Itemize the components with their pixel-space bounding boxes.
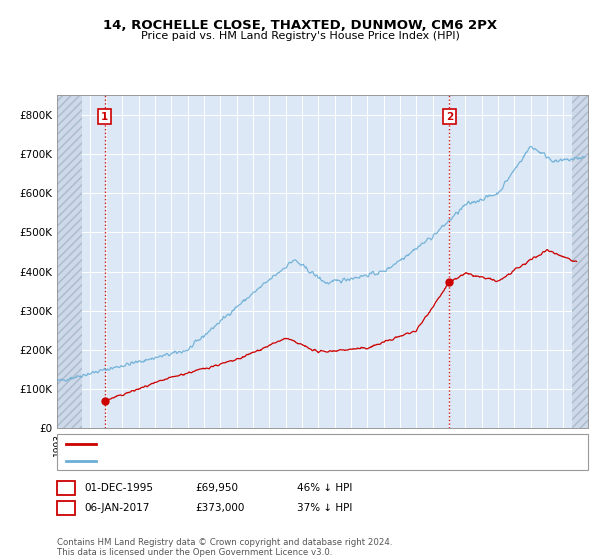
Text: 37% ↓ HPI: 37% ↓ HPI: [297, 503, 352, 513]
Text: Contains HM Land Registry data © Crown copyright and database right 2024.
This d: Contains HM Land Registry data © Crown c…: [57, 538, 392, 557]
Text: HPI: Average price, detached house, Uttlesford: HPI: Average price, detached house, Uttl…: [102, 456, 331, 466]
Text: £373,000: £373,000: [195, 503, 244, 513]
Text: 1: 1: [62, 483, 70, 493]
Bar: [572, 95, 588, 428]
Text: 06-JAN-2017: 06-JAN-2017: [84, 503, 149, 513]
Bar: [57, 95, 82, 428]
Text: 46% ↓ HPI: 46% ↓ HPI: [297, 483, 352, 493]
Text: 14, ROCHELLE CLOSE, THAXTED, DUNMOW, CM6 2PX: 14, ROCHELLE CLOSE, THAXTED, DUNMOW, CM6…: [103, 18, 497, 32]
Text: 1: 1: [101, 112, 109, 122]
Text: £69,950: £69,950: [195, 483, 238, 493]
Text: 2: 2: [446, 112, 453, 122]
Text: Price paid vs. HM Land Registry's House Price Index (HPI): Price paid vs. HM Land Registry's House …: [140, 31, 460, 41]
Text: 2: 2: [62, 503, 70, 513]
Text: 01-DEC-1995: 01-DEC-1995: [84, 483, 153, 493]
Text: 14, ROCHELLE CLOSE, THAXTED, DUNMOW, CM6 2PX (detached house): 14, ROCHELLE CLOSE, THAXTED, DUNMOW, CM6…: [102, 439, 452, 449]
